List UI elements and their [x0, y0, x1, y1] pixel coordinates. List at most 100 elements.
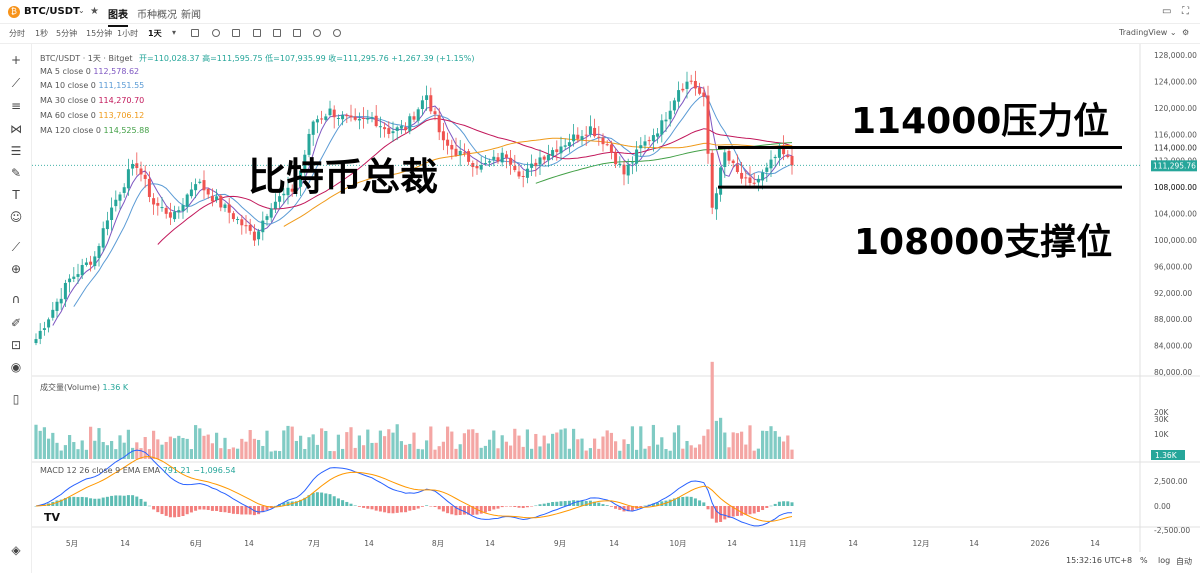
- macd-histogram-bar: [765, 506, 769, 508]
- timeframe-tick[interactable]: 分时: [9, 29, 25, 38]
- timeframe-1h[interactable]: 1小时: [117, 29, 139, 38]
- volume-bar: [84, 449, 88, 459]
- macd-histogram-bar: [412, 506, 416, 510]
- replay-icon[interactable]: [333, 29, 341, 37]
- settings-icon[interactable]: [293, 29, 301, 37]
- tab-news[interactable]: 新闻: [181, 10, 201, 21]
- zoom-icon[interactable]: ⊕: [10, 262, 22, 276]
- brush-icon[interactable]: ✎: [10, 166, 22, 180]
- timeframe-1s[interactable]: 1秒: [35, 29, 49, 38]
- time-tick-label: 14: [1090, 539, 1100, 548]
- timeframe-1d[interactable]: 1天: [148, 29, 162, 38]
- candle: [538, 157, 542, 165]
- chevron-down-icon[interactable]: ⌄: [78, 6, 85, 15]
- volume-bar: [236, 448, 240, 459]
- magnet-icon[interactable]: ∩: [11, 292, 21, 306]
- pair-selector[interactable]: BTC/USDT: [24, 6, 80, 17]
- volume-bar: [278, 451, 282, 459]
- fullscreen-icon[interactable]: ⛶: [1182, 6, 1189, 17]
- macd-histogram-bar: [504, 506, 508, 507]
- layers-icon[interactable]: ◈: [11, 543, 21, 557]
- candle: [152, 198, 156, 205]
- macd-histogram-bar: [181, 506, 185, 517]
- candle: [647, 140, 651, 142]
- candle: [290, 188, 294, 192]
- volume-bar: [458, 444, 462, 459]
- alert-icon[interactable]: [313, 29, 321, 37]
- candle: [311, 121, 315, 135]
- trash-icon[interactable]: ▯: [12, 392, 20, 406]
- candle: [525, 168, 529, 178]
- volume-bar: [135, 442, 139, 459]
- lock-draw-icon[interactable]: ✐: [10, 316, 22, 330]
- emoji-icon[interactable]: ☺: [9, 210, 23, 224]
- candle: [488, 161, 492, 163]
- candle: [370, 117, 374, 119]
- tradingview-menu[interactable]: TradingView ⌄: [1119, 28, 1177, 37]
- chart-settings-icon[interactable]: ⚙: [1182, 28, 1190, 37]
- macd-histogram-bar: [416, 506, 420, 509]
- eye-icon[interactable]: ◉: [10, 360, 22, 374]
- timeframe-5m[interactable]: 5分钟: [56, 29, 78, 38]
- candle: [584, 134, 588, 136]
- volume-bar: [588, 448, 592, 459]
- volume-bar: [744, 444, 748, 459]
- ruler-icon[interactable]: ⟋: [11, 240, 21, 254]
- horizontal-lines-icon[interactable]: ≡: [10, 99, 22, 113]
- legend-title: BTC/USDT · 1天 · Bitget 开=110,028.37 高=11…: [40, 53, 474, 64]
- macd-histogram-bar: [236, 506, 240, 515]
- volume-bar: [395, 424, 399, 459]
- volume-bar: [366, 429, 370, 459]
- indicators-icon[interactable]: [212, 29, 220, 37]
- crosshair-icon[interactable]: +: [10, 53, 22, 67]
- macd-histogram-bar: [261, 506, 265, 513]
- layout-icon[interactable]: ▭: [1162, 6, 1172, 17]
- volume-bar: [114, 449, 118, 459]
- price-tick-label: 116,000.00: [1154, 130, 1197, 139]
- macd-histogram-bar: [223, 506, 227, 513]
- trendline-icon[interactable]: ⟋: [11, 76, 21, 90]
- legend-ma5: MA 5 close 0 112,578.62: [40, 67, 140, 76]
- candle-type-icon[interactable]: [191, 29, 199, 37]
- volume-bar: [387, 429, 391, 459]
- candle: [706, 95, 710, 154]
- volume-bar: [614, 441, 618, 459]
- volume-bar: [328, 451, 332, 459]
- log-toggle[interactable]: log: [1158, 556, 1171, 565]
- compare-icon[interactable]: [232, 29, 240, 37]
- pattern-icon[interactable]: ⋈: [10, 122, 22, 136]
- candle: [68, 278, 72, 283]
- tab-chart[interactable]: 图表: [108, 6, 128, 27]
- percent-toggle[interactable]: %: [1140, 556, 1148, 565]
- timeframe-15m[interactable]: 15分钟: [86, 29, 113, 38]
- text-icon[interactable]: T: [12, 188, 20, 202]
- clock: 15:32:16 UTC+8: [1066, 556, 1133, 565]
- volume-bar: [257, 439, 261, 459]
- camera-icon[interactable]: [253, 29, 261, 37]
- macd-histogram-bar: [454, 506, 458, 516]
- macd-histogram-bar: [345, 501, 349, 506]
- volume-bar: [471, 429, 475, 459]
- macd-histogram-bar: [227, 506, 231, 513]
- candle: [605, 144, 609, 146]
- macd-histogram-bar: [63, 498, 67, 506]
- candle: [786, 155, 790, 157]
- candle: [500, 152, 504, 163]
- lock-icon[interactable]: ⊡: [10, 338, 22, 352]
- header-bar: ₿ BTC/USDT ⌄ ★ 图表 币种概况 新闻 ▭ ⛶: [0, 0, 1200, 27]
- layout-grid-icon[interactable]: [273, 29, 281, 37]
- favorite-star-icon[interactable]: ★: [90, 6, 99, 17]
- volume-bar: [164, 441, 168, 459]
- tab-coin-overview[interactable]: 币种概况: [137, 10, 177, 21]
- macd-histogram-bar: [139, 498, 143, 506]
- macd-histogram-bar: [458, 506, 462, 515]
- candle: [240, 219, 244, 226]
- volume-value: 1.36 K: [102, 383, 129, 392]
- fib-icon[interactable]: ☰: [10, 144, 22, 158]
- macd-histogram-bar: [475, 506, 479, 515]
- macd-histogram-bar: [546, 502, 550, 506]
- auto-toggle[interactable]: 自动: [1176, 557, 1192, 566]
- timeframe-dropdown-icon[interactable]: ▾: [172, 28, 177, 37]
- volume-bar: [399, 441, 403, 459]
